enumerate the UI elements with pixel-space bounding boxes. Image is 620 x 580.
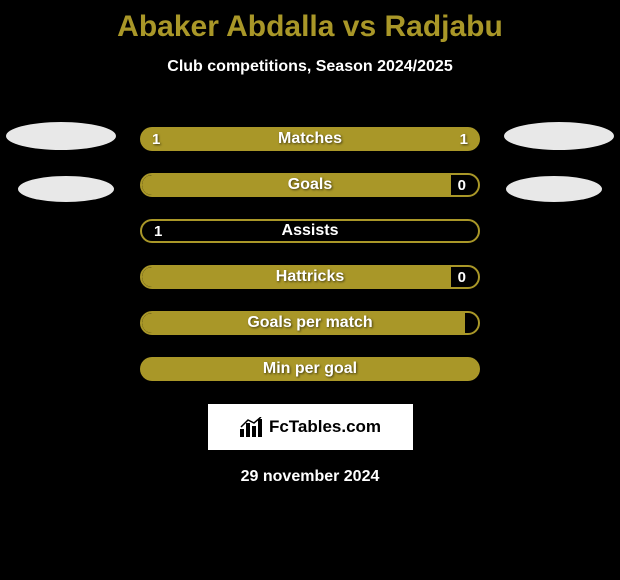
stat-row: 1 Matches 1 (0, 116, 620, 162)
stat-value-right: 1 (460, 131, 468, 148)
stat-bar: Min per goal (140, 357, 480, 381)
stat-value-right: 0 (458, 177, 466, 194)
stat-label: Min per goal (263, 360, 357, 378)
stat-bar: Goals per match (140, 311, 480, 335)
stat-row: Hattricks 0 (0, 254, 620, 300)
stat-bar: 1 Matches 1 (140, 127, 480, 151)
watermark-text: FcTables.com (269, 417, 381, 437)
stat-value-right: 0 (458, 269, 466, 286)
stat-bar: 1 Assists (140, 219, 480, 243)
page-title: Abaker Abdalla vs Radjabu (0, 10, 620, 44)
stat-label: Goals per match (247, 314, 372, 332)
chart-icon (239, 417, 263, 437)
stat-label: Matches (278, 130, 342, 148)
date-label: 29 november 2024 (0, 468, 620, 486)
stat-label: Assists (282, 222, 339, 240)
stat-row: Goals per match (0, 300, 620, 346)
stat-value-left: 1 (154, 223, 162, 240)
main-container: Abaker Abdalla vs Radjabu Club competiti… (0, 0, 620, 580)
stat-label: Hattricks (276, 268, 344, 286)
stat-bar: Goals 0 (140, 173, 480, 197)
stat-value-left: 1 (152, 131, 160, 148)
page-subtitle: Club competitions, Season 2024/2025 (0, 58, 620, 76)
stat-row: Goals 0 (0, 162, 620, 208)
watermark-badge: FcTables.com (208, 404, 413, 450)
stat-bar: Hattricks 0 (140, 265, 480, 289)
stat-row: Min per goal (0, 346, 620, 392)
stat-label: Goals (288, 176, 332, 194)
stat-row: 1 Assists (0, 208, 620, 254)
stats-area: 1 Matches 1 Goals 0 1 Assists Hattricks 0 Goals p… (0, 116, 620, 392)
